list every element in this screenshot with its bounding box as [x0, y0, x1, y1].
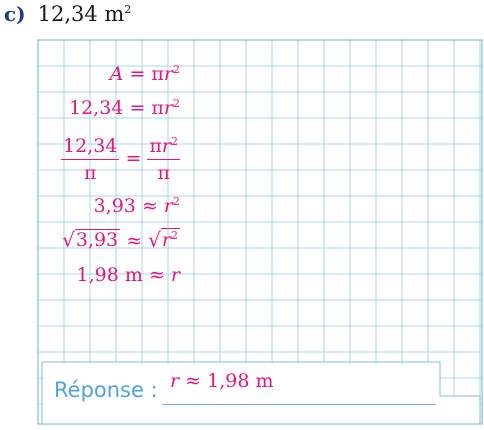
step-3-rel: =: [125, 147, 142, 170]
step-5-rhs-r: r: [161, 229, 171, 251]
step-1-pi: π: [151, 63, 164, 85]
exercise-header: c) 12,34 m2: [4, 2, 131, 32]
step-1-r: r: [163, 63, 173, 85]
step-6-r: r: [170, 264, 180, 286]
step-4-rel: ≈: [141, 195, 158, 217]
step-2-r: r: [163, 97, 173, 119]
step-2-lhs: 12,34: [68, 97, 124, 119]
answer-number: 1,98 m: [207, 370, 274, 392]
step-4-r: r: [163, 195, 173, 217]
step-1-rel: =: [129, 63, 146, 85]
step-5-lhs-root: √ 3,93: [62, 228, 121, 252]
step-3-lhs-numerator: 12,34: [60, 136, 120, 160]
step-2-rel: =: [129, 97, 146, 119]
step-3-rhs-denominator: π: [157, 162, 170, 184]
given-area-number: 12,34 m: [37, 2, 125, 26]
step-3-lhs-denominator: π: [83, 161, 97, 184]
step-4: 3,93 ≈ r2: [94, 196, 180, 216]
step-6-lhs: 1,98 m: [76, 264, 143, 286]
step-4-exp: 2: [173, 195, 180, 208]
step-5-rhs-root: √ r2: [148, 228, 180, 250]
answer-line: [162, 404, 436, 405]
step-3-rhs-r: r: [161, 135, 171, 157]
step-5-rel: ≈: [126, 230, 143, 252]
step-5-lhs-radicand: 3,93: [74, 229, 121, 251]
part-label: c): [4, 2, 26, 26]
step-2: 12,34 = πr2: [69, 98, 180, 118]
step-1-exp: 2: [173, 63, 180, 76]
answer-value: r ≈ 1,98 m: [170, 370, 273, 392]
step-3-rhs-fraction: πr2 π: [147, 136, 180, 183]
step-3: 12,34 π = πr2 π: [60, 136, 180, 184]
step-3-lhs-fraction: 12,34 π: [60, 136, 120, 184]
step-6: 1,98 m ≈ r: [77, 266, 180, 285]
step-5-lhs-sqrt-sign: √: [62, 228, 75, 252]
step-5-rhs-sqrt-sign: √: [148, 228, 161, 252]
step-5-rhs-exp: 2: [171, 229, 178, 242]
step-5: √ 3,93 ≈ √ r2: [62, 228, 180, 251]
given-area-exponent: 2: [124, 3, 132, 16]
step-5-rhs-radicand: r2: [160, 228, 180, 251]
answer-r: r: [170, 370, 180, 392]
step-3-rhs-numerator: πr2: [147, 136, 180, 160]
step-6-rel: ≈: [148, 264, 165, 286]
step-1-lhs: A: [109, 63, 124, 85]
answer-rel: ≈: [185, 370, 202, 392]
step-1: A = πr2: [110, 64, 180, 84]
step-2-pi: π: [151, 97, 164, 119]
step-2-exp: 2: [173, 97, 180, 110]
answer-panel: [41, 361, 481, 425]
answer-label: Réponse :: [54, 378, 158, 402]
step-3-rhs-exp: 2: [171, 135, 178, 148]
step-3-rhs-pi: π: [149, 135, 162, 157]
given-area-value: 12,34 m2: [38, 2, 132, 26]
step-4-lhs: 3,93: [93, 195, 136, 217]
